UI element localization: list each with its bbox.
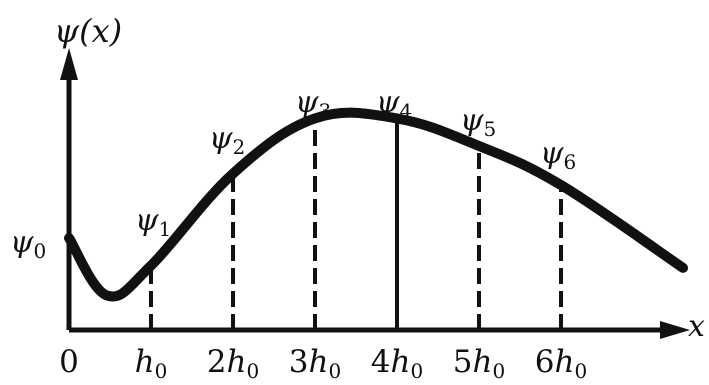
x-tick-label-3: 3h0	[289, 344, 341, 383]
x-axis-label: x	[688, 309, 705, 344]
x-tick-label-0: 0	[59, 344, 79, 380]
sample-label-ψ4: ψ4	[376, 85, 412, 123]
x-axis-arrowhead	[660, 321, 690, 339]
x-tick-labels: 0 h0 2h0 3h0 4h0 5h0 6h0	[59, 344, 587, 383]
sample-labels: ψ0 ψ1 ψ2 ψ3 ψ4 ψ5 ψ6	[10, 85, 576, 263]
sample-lines	[149, 118, 563, 330]
axes	[60, 48, 690, 339]
y-axis-arrowhead	[60, 48, 78, 80]
x-tick-label-1: h0	[135, 344, 168, 383]
y-axis-label: ψ(x)	[54, 12, 122, 50]
sample-label-ψ1: ψ1	[135, 203, 171, 241]
sample-label-ψ5: ψ5	[460, 103, 496, 141]
sample-label-ψ6: ψ6	[540, 136, 576, 174]
sample-label-ψ3: ψ3	[295, 85, 331, 123]
x-tick-label-6: 6h0	[535, 344, 587, 383]
psi-curve	[64, 107, 688, 302]
x-tick-label-5: 5h0	[453, 344, 505, 383]
x-tick-label-4: 4h0	[371, 344, 423, 383]
x-tick-label-2: 2h0	[207, 344, 259, 383]
sample-label-ψ2: ψ2	[209, 121, 245, 159]
sample-label-ψ0: ψ0	[10, 225, 46, 263]
